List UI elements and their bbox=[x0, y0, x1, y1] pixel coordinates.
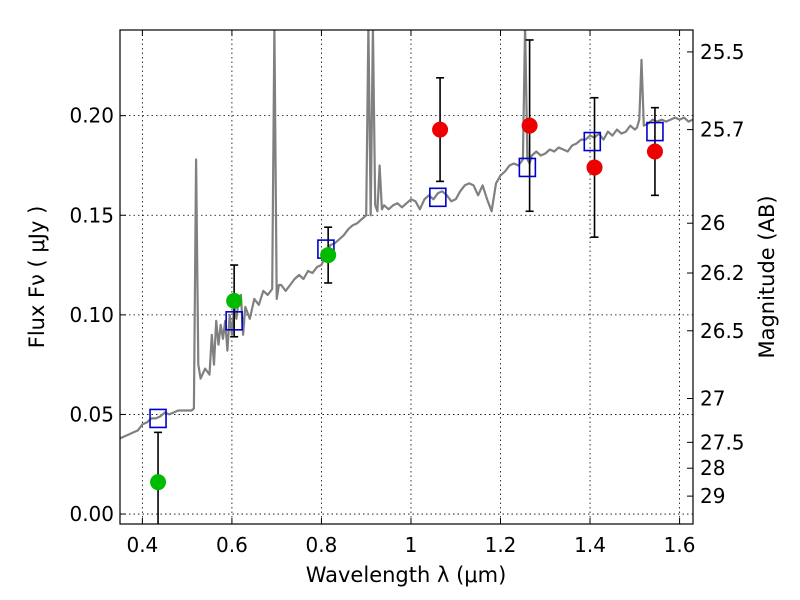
y2-tick-label: 25.7 bbox=[700, 118, 745, 142]
y2-tick-label: 25.5 bbox=[700, 40, 745, 64]
x-tick-label: 0.8 bbox=[306, 533, 338, 557]
x-axis-label: Wavelength λ (μm) bbox=[306, 563, 507, 587]
observed-optical-point bbox=[320, 247, 337, 264]
observed-nir-point bbox=[432, 121, 449, 138]
y-tick-label: 0.20 bbox=[69, 104, 114, 128]
observed-optical-point bbox=[150, 474, 167, 491]
grid-lines bbox=[120, 30, 693, 524]
y2-tick-label: 28 bbox=[700, 456, 725, 480]
y2-tick-label: 27 bbox=[700, 387, 725, 411]
y2-tick-label: 27.5 bbox=[700, 430, 745, 454]
y2-tick-label: 26.2 bbox=[700, 261, 745, 285]
x-tick-label: 1.6 bbox=[664, 533, 696, 557]
y-tick-label: 0.15 bbox=[69, 203, 114, 227]
observed-optical-point bbox=[226, 292, 243, 309]
y-axis-label: Flux Fν ( μJy ) bbox=[25, 206, 49, 349]
y2-tick-label: 29 bbox=[700, 484, 725, 508]
y-tick-label: 0.05 bbox=[69, 402, 114, 426]
spectrum-line bbox=[120, 30, 693, 440]
observed-nir-point bbox=[521, 117, 538, 134]
observed-nir-point bbox=[586, 159, 603, 176]
observed-nir-point bbox=[646, 143, 663, 160]
x-tick-label: 0.4 bbox=[126, 533, 158, 557]
axis-ticks: 0.4 0.6 0.8 1 1.2 1.4 1.6 0.00 0.05 0.10 0.15 0.20 2… bbox=[69, 30, 745, 557]
y-tick-label: 0.00 bbox=[69, 502, 114, 526]
markers bbox=[149, 117, 664, 491]
plot-frame bbox=[119, 29, 694, 525]
model-photometry-point bbox=[149, 408, 167, 429]
x-tick-label: 1.2 bbox=[485, 533, 517, 557]
y2-tick-label: 26 bbox=[700, 211, 725, 235]
model-photometry-point bbox=[646, 121, 664, 142]
y2-axis-label: Magnitude (AB) bbox=[755, 195, 779, 358]
model-photometry-point bbox=[429, 187, 447, 208]
model-photometry-point bbox=[518, 157, 537, 178]
x-tick-label: 0.6 bbox=[216, 533, 248, 557]
x-tick-label: 1.4 bbox=[574, 533, 606, 557]
model-photometry-point bbox=[583, 131, 602, 152]
x-tick-label: 1 bbox=[405, 533, 418, 557]
y2-tick-label: 26.5 bbox=[700, 319, 745, 343]
model-photometry-point bbox=[225, 311, 243, 331]
y-tick-label: 0.10 bbox=[69, 303, 114, 327]
plot-area bbox=[120, 30, 693, 440]
